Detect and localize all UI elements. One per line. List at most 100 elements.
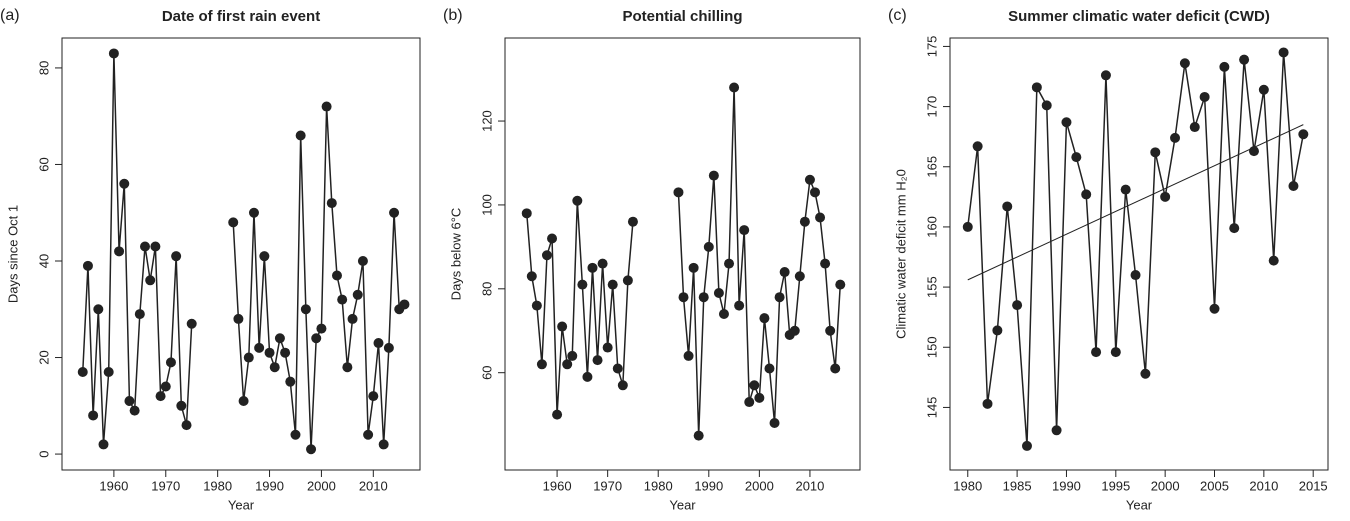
y-tick-label: 20 [36, 350, 51, 364]
data-point [622, 275, 633, 286]
panel-label: (a) [0, 7, 20, 24]
data-point [718, 308, 729, 319]
data-point [160, 381, 171, 392]
y-tick-label: 150 [924, 336, 939, 358]
x-axis-label: Year [1126, 497, 1153, 512]
data-point [1288, 181, 1299, 192]
data-point [759, 313, 770, 324]
data-point [572, 195, 583, 206]
data-point [347, 313, 358, 324]
y-tick-label: 40 [36, 254, 51, 268]
data-point [1110, 347, 1121, 358]
data-point [729, 82, 740, 93]
data-point [1160, 191, 1171, 202]
data-point [363, 429, 374, 440]
data-point [337, 294, 348, 305]
x-axis-label: Year [669, 497, 696, 512]
chart-title: Potential chilling [622, 8, 742, 25]
data-point [764, 363, 775, 374]
data-point [248, 207, 259, 218]
data-point [82, 260, 93, 271]
data-point [368, 391, 379, 402]
data-point [373, 338, 384, 349]
data-point [562, 359, 573, 370]
data-point [243, 352, 254, 363]
data-point [114, 246, 125, 257]
data-point [536, 359, 547, 370]
data-point [703, 241, 714, 252]
data-point [254, 342, 265, 353]
data-point [176, 400, 187, 411]
data-point [612, 363, 623, 374]
data-point [992, 325, 1003, 336]
x-tick-label: 2010 [359, 478, 388, 493]
data-point [557, 321, 568, 332]
data-point [357, 255, 368, 266]
data-point [1229, 223, 1240, 234]
data-point [352, 289, 363, 300]
y-axis-label: Days since Oct 1 [5, 205, 20, 303]
data-point [779, 267, 790, 278]
data-point [165, 357, 176, 368]
data-point [378, 439, 389, 450]
x-tick-label: 1970 [593, 478, 622, 493]
data-point [1219, 61, 1230, 72]
data-point [708, 170, 719, 181]
x-tick-label: 1980 [644, 478, 673, 493]
x-tick-label: 2000 [307, 478, 336, 493]
data-point [264, 347, 275, 358]
y-tick-label: 160 [924, 216, 939, 238]
data-point [734, 300, 745, 311]
data-point [820, 258, 831, 269]
data-point [582, 371, 593, 382]
y-tick-label: 165 [924, 156, 939, 178]
x-tick-label: 1995 [1101, 478, 1130, 493]
y-tick-label: 155 [924, 276, 939, 298]
data-point [383, 342, 394, 353]
data-point [799, 216, 810, 227]
y-tick-label: 175 [924, 36, 939, 58]
data-point [830, 363, 841, 374]
data-point [809, 187, 820, 198]
plot-frame [504, 37, 861, 471]
data-point [587, 262, 598, 273]
data-point [547, 233, 558, 244]
data-point [789, 325, 800, 336]
data-point [145, 275, 156, 286]
data-point [171, 251, 182, 262]
data-point [1130, 270, 1141, 281]
data-point [77, 367, 88, 378]
y-tick-label: 0 [36, 450, 51, 457]
x-tick-label: 1970 [151, 478, 180, 493]
data-point [607, 279, 618, 290]
data-point [285, 376, 296, 387]
data-point [577, 279, 588, 290]
data-point [155, 391, 166, 402]
plot-frame [61, 37, 421, 471]
data-point [88, 410, 99, 421]
data-point [311, 333, 322, 344]
y-tick-label: 80 [479, 282, 494, 296]
data-point [526, 271, 537, 282]
data-point [1012, 300, 1023, 311]
data-point [744, 397, 755, 408]
data-point [1100, 70, 1111, 81]
data-point [124, 395, 135, 406]
x-tick-label: 1960 [543, 478, 572, 493]
data-point [1298, 129, 1309, 140]
data-point [389, 207, 400, 218]
data-point [321, 101, 332, 112]
data-point [399, 299, 410, 310]
x-tick-label: 1990 [255, 478, 284, 493]
trend-line [967, 124, 1304, 281]
x-tick-label: 1960 [99, 478, 128, 493]
data-point [749, 380, 760, 391]
x-tick-label: 2005 [1200, 478, 1229, 493]
data-point [1051, 425, 1062, 436]
data-point [300, 304, 311, 315]
data-point [274, 333, 285, 344]
data-point [290, 429, 301, 440]
x-tick-label: 2010 [795, 478, 824, 493]
data-point [678, 292, 689, 303]
